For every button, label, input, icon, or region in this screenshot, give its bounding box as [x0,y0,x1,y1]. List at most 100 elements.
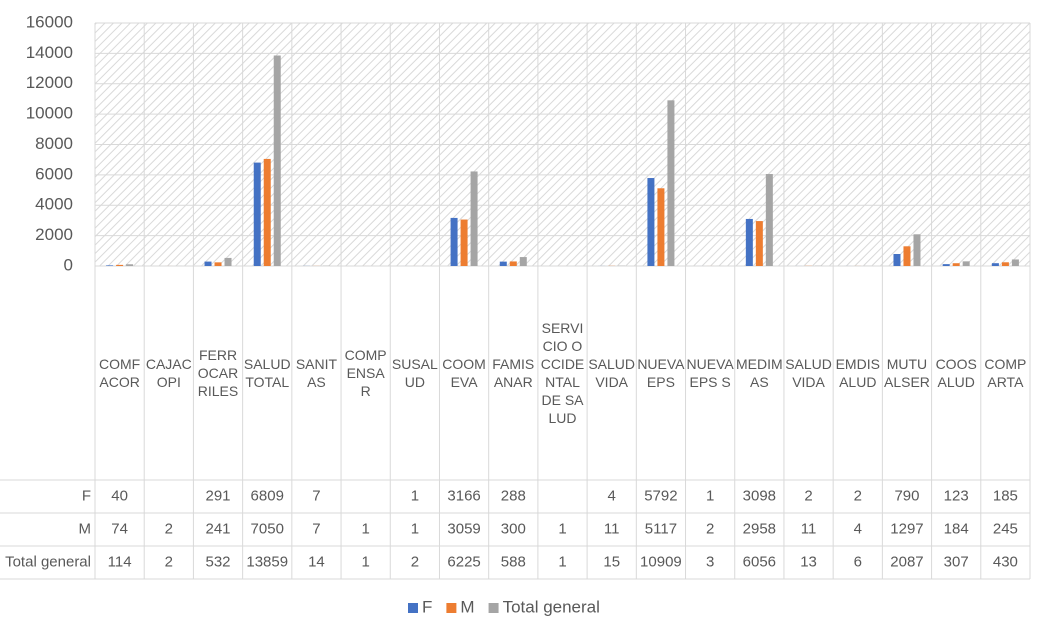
table-cell: 430 [993,553,1018,570]
table-cell: 14 [308,553,325,570]
x-tick-label: NUEVA EPS S [686,356,734,390]
bar [755,221,763,266]
table-cell: 7 [312,487,320,504]
bar [204,261,212,266]
table-cell: 2 [411,553,419,570]
bar [667,100,675,266]
table-cell: 1 [706,487,714,504]
legend-swatch [408,603,418,613]
table-cell: 3098 [743,487,776,504]
table-cell: 7050 [251,520,284,537]
table-cell: 2 [165,553,173,570]
bar [1001,262,1009,266]
x-category: CAJACOPI [145,356,192,390]
table-cell: 1 [411,520,419,537]
bar [765,174,773,266]
bar [1011,259,1019,266]
table-cell: 1 [558,520,566,537]
bar [942,264,950,266]
bar [253,162,261,266]
bar [952,263,960,266]
x-category: COOSALUD [935,356,977,390]
bar [460,219,468,266]
table-cell: 4 [854,520,862,537]
bar [470,171,478,266]
y-tick-label: 8000 [35,134,73,153]
table-cell: 1297 [890,520,923,537]
table-cell: 74 [111,520,128,537]
x-category: EMDISALUD [835,356,880,390]
table-cell: 4 [608,487,616,504]
table-cell: 2 [804,487,812,504]
bar [519,257,527,266]
x-tick-label: CAJACOPI [145,356,192,390]
bar [263,158,271,266]
table-cell: 123 [944,487,969,504]
x-category: COMFACOR [98,356,141,390]
y-tick-label: 16000 [26,12,73,31]
table-cell: 2087 [890,553,923,570]
x-tick-label: COMPENSAR [344,347,387,399]
x-tick-label: FERROCARRILES [197,347,239,399]
table-cell: 245 [993,520,1018,537]
table-cell: 6 [854,553,862,570]
x-tick-label: MUTUALSER [884,356,930,390]
x-category: SUSALUD [391,356,438,390]
table-cell: 11 [801,520,817,537]
table-cell: 1 [411,487,419,504]
bar [450,217,458,266]
y-tick-label: 0 [64,255,73,274]
legend-label: F [422,597,432,616]
table-cell: 1 [558,553,566,570]
bar [647,178,655,266]
table-cell: 184 [944,520,969,537]
x-category: SERVICIO OCCIDENTAL DE SALUD [541,320,585,426]
table-cell: 114 [108,553,132,570]
y-tick-label: 12000 [26,73,73,92]
legend-swatch [446,603,457,613]
x-category: MEDIMAS [736,356,783,390]
table-cell: 3059 [447,520,480,537]
x-tick-label: SUSALUD [391,356,438,390]
table-cell: 1 [361,520,369,537]
table-cell: 5792 [644,487,677,504]
x-tick-label: COOSALUD [935,356,977,390]
bar [214,262,222,266]
x-category: FERROCARRILES [197,347,239,399]
x-tick-label: SALUDVIDA [785,356,832,390]
table-cell: 6809 [251,487,284,504]
x-tick-label: NUEVA EPS [637,356,685,390]
legend-swatch [488,603,499,613]
row-header: M [79,520,92,537]
x-tick-label: SANITAS [295,356,338,390]
bar [116,264,124,266]
x-category: NUEVA EPS S [686,356,734,390]
table-cell: 6225 [447,553,480,570]
bar [893,254,901,266]
table-cell: 6056 [743,553,776,570]
table-cell: 2 [706,520,714,537]
table-cell: 307 [944,553,969,570]
x-category: COMPARTA [984,356,1027,390]
table-cell: 185 [993,487,1018,504]
table-cell: 588 [501,553,526,570]
bar [499,261,507,266]
x-tick-label: SALUDVIDA [588,356,636,390]
x-category: SALUDVIDA [785,356,832,390]
x-tick-label: EMDISALUD [835,356,880,390]
table-cell: 40 [111,487,128,504]
x-category: COOMEVA [442,356,486,390]
x-tick-label: COMFACOR [98,356,141,390]
table-cell: 3 [706,553,714,570]
x-category: FAMISANAR [492,356,535,390]
row-header: F [82,487,91,504]
x-tick-label: COMPARTA [984,356,1027,390]
bar [273,55,281,267]
x-tick-label: MEDIMAS [736,356,783,390]
row-header: Total general [5,553,91,570]
legend-label: Total general [503,597,600,616]
x-category: COMPENSAR [344,347,387,399]
x-tick-label: COOMEVA [442,356,486,390]
x-tick-label: FAMISANAR [492,356,535,390]
